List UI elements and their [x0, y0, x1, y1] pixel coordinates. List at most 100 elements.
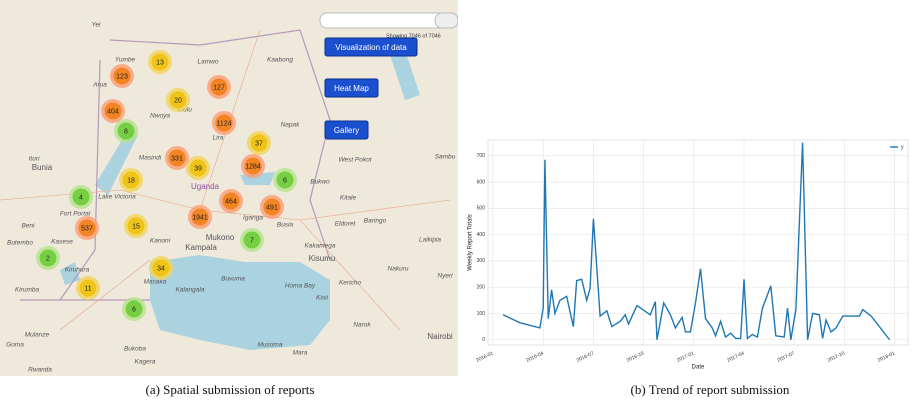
legend-label: y: [901, 144, 904, 150]
cluster[interactable]: [189, 159, 207, 177]
cluster[interactable]: [210, 78, 228, 96]
button-label[interactable]: Visualization of data: [335, 43, 407, 52]
y-axis-label: Weekly Report Totals: [468, 214, 474, 270]
cluster-count[interactable]: 6: [132, 306, 136, 313]
cluster-count[interactable]: 1941: [192, 214, 208, 221]
place-label: Homa Bay: [285, 283, 316, 290]
cluster[interactable]: [169, 91, 187, 109]
search-status: Showing 7046 of 7046: [386, 33, 441, 39]
cluster[interactable]: [79, 279, 97, 297]
cluster-count[interactable]: 7: [250, 237, 254, 244]
place-label: Butembo: [7, 240, 33, 247]
cluster[interactable]: [250, 134, 268, 152]
button-label[interactable]: Gallery: [334, 126, 359, 135]
y-tick-label: 300: [477, 258, 486, 264]
cluster-count[interactable]: 20: [174, 97, 182, 104]
cluster[interactable]: [78, 219, 96, 237]
cluster[interactable]: [113, 67, 131, 85]
place-label: Kaabong: [267, 57, 293, 64]
place-label: Arua: [92, 82, 107, 89]
cluster-count[interactable]: 1124: [216, 120, 231, 127]
line: [502, 142, 891, 341]
cluster[interactable]: [104, 102, 122, 120]
cluster[interactable]: [151, 53, 169, 71]
search-button[interactable]: [434, 12, 458, 29]
cluster-count[interactable]: 404: [107, 108, 119, 115]
place-label: Kisii: [316, 295, 328, 302]
button-label[interactable]: Heat Map: [334, 84, 369, 93]
place-label: Busia: [277, 222, 294, 229]
cluster-count[interactable]: 18: [127, 177, 135, 184]
cluster[interactable]: [222, 192, 240, 210]
place-label: Laikipia: [419, 237, 441, 244]
cluster-count[interactable]: 11: [84, 285, 91, 292]
place-label: Kirumba: [15, 287, 40, 294]
x-tick-label: 2016-10: [626, 350, 645, 363]
x-tick-label: 2017-04: [726, 350, 745, 363]
cluster[interactable]: [276, 171, 294, 189]
place-label: Nairobi: [427, 332, 453, 341]
x-tick-label: 2017-07: [776, 350, 795, 363]
place-label: Nakuru: [388, 266, 409, 273]
cluster-count[interactable]: 34: [157, 265, 165, 272]
x-tick-label: 2016-07: [576, 350, 595, 363]
cluster[interactable]: [39, 249, 57, 267]
y-tick-label: 200: [477, 285, 486, 291]
button[interactable]: [324, 120, 369, 140]
cluster[interactable]: [263, 198, 281, 216]
y-tick-label: 0: [482, 337, 485, 343]
cluster[interactable]: [244, 157, 262, 175]
search-box[interactable]: [319, 12, 458, 29]
cluster-count[interactable]: 8: [124, 128, 128, 135]
place-label: Mukono: [206, 233, 235, 242]
cluster-count[interactable]: 6: [283, 177, 287, 184]
cluster[interactable]: [152, 259, 170, 277]
place-label: Kakamega: [304, 243, 335, 250]
x-tick-label: 2016-04: [525, 350, 544, 363]
cluster-count[interactable]: 15: [132, 223, 140, 230]
place-label: Masaka: [144, 279, 167, 286]
place-label: Yumbe: [115, 57, 136, 64]
cluster-count[interactable]: 127: [213, 84, 225, 91]
place-label: Yei: [91, 22, 101, 29]
place-label: Lira: [213, 135, 224, 142]
place-label: Fort Portal: [60, 211, 91, 218]
cluster[interactable]: [117, 122, 135, 140]
cluster-count[interactable]: 2: [46, 255, 50, 262]
cluster[interactable]: [243, 231, 261, 249]
cluster-count[interactable]: 491: [266, 204, 278, 211]
y-tick-label: 400: [477, 232, 486, 238]
cluster[interactable]: [72, 188, 90, 206]
cluster-count[interactable]: 39: [194, 165, 202, 172]
button[interactable]: [324, 37, 418, 57]
cluster[interactable]: [168, 149, 186, 167]
cluster-count[interactable]: 37: [255, 140, 263, 147]
x-tick-label: 2016-01: [475, 350, 494, 363]
place-label: Mulanze: [25, 332, 50, 339]
map: Showing 7046 of 7046 Visualization of da…: [0, 0, 458, 376]
cluster-count[interactable]: 4: [79, 194, 83, 201]
button[interactable]: [324, 78, 379, 98]
cluster-count[interactable]: 331: [171, 155, 183, 162]
place-label: Kagera: [135, 359, 156, 366]
cluster[interactable]: [191, 208, 209, 226]
cluster[interactable]: [122, 171, 140, 189]
place-label: Kiruhura: [65, 267, 90, 274]
cluster-count[interactable]: 1284: [245, 163, 261, 170]
cluster[interactable]: [215, 114, 233, 132]
cluster[interactable]: [127, 217, 145, 235]
place-label: Beni: [21, 223, 35, 230]
x-axis-label: Date: [692, 365, 705, 371]
x-tick-label: 2018-01: [877, 350, 896, 363]
place-label: Uganda: [191, 182, 220, 191]
cluster-count[interactable]: 13: [156, 59, 164, 66]
place-label: Sambu: [435, 154, 456, 161]
cluster-count[interactable]: 464: [225, 198, 237, 205]
cluster-count[interactable]: 123: [116, 73, 128, 80]
place-label: Iganga: [243, 215, 263, 222]
y-tick-label: 100: [477, 311, 486, 317]
cluster[interactable]: [125, 300, 143, 318]
place-label: Goma: [6, 342, 24, 349]
cluster-count[interactable]: 537: [81, 225, 93, 232]
